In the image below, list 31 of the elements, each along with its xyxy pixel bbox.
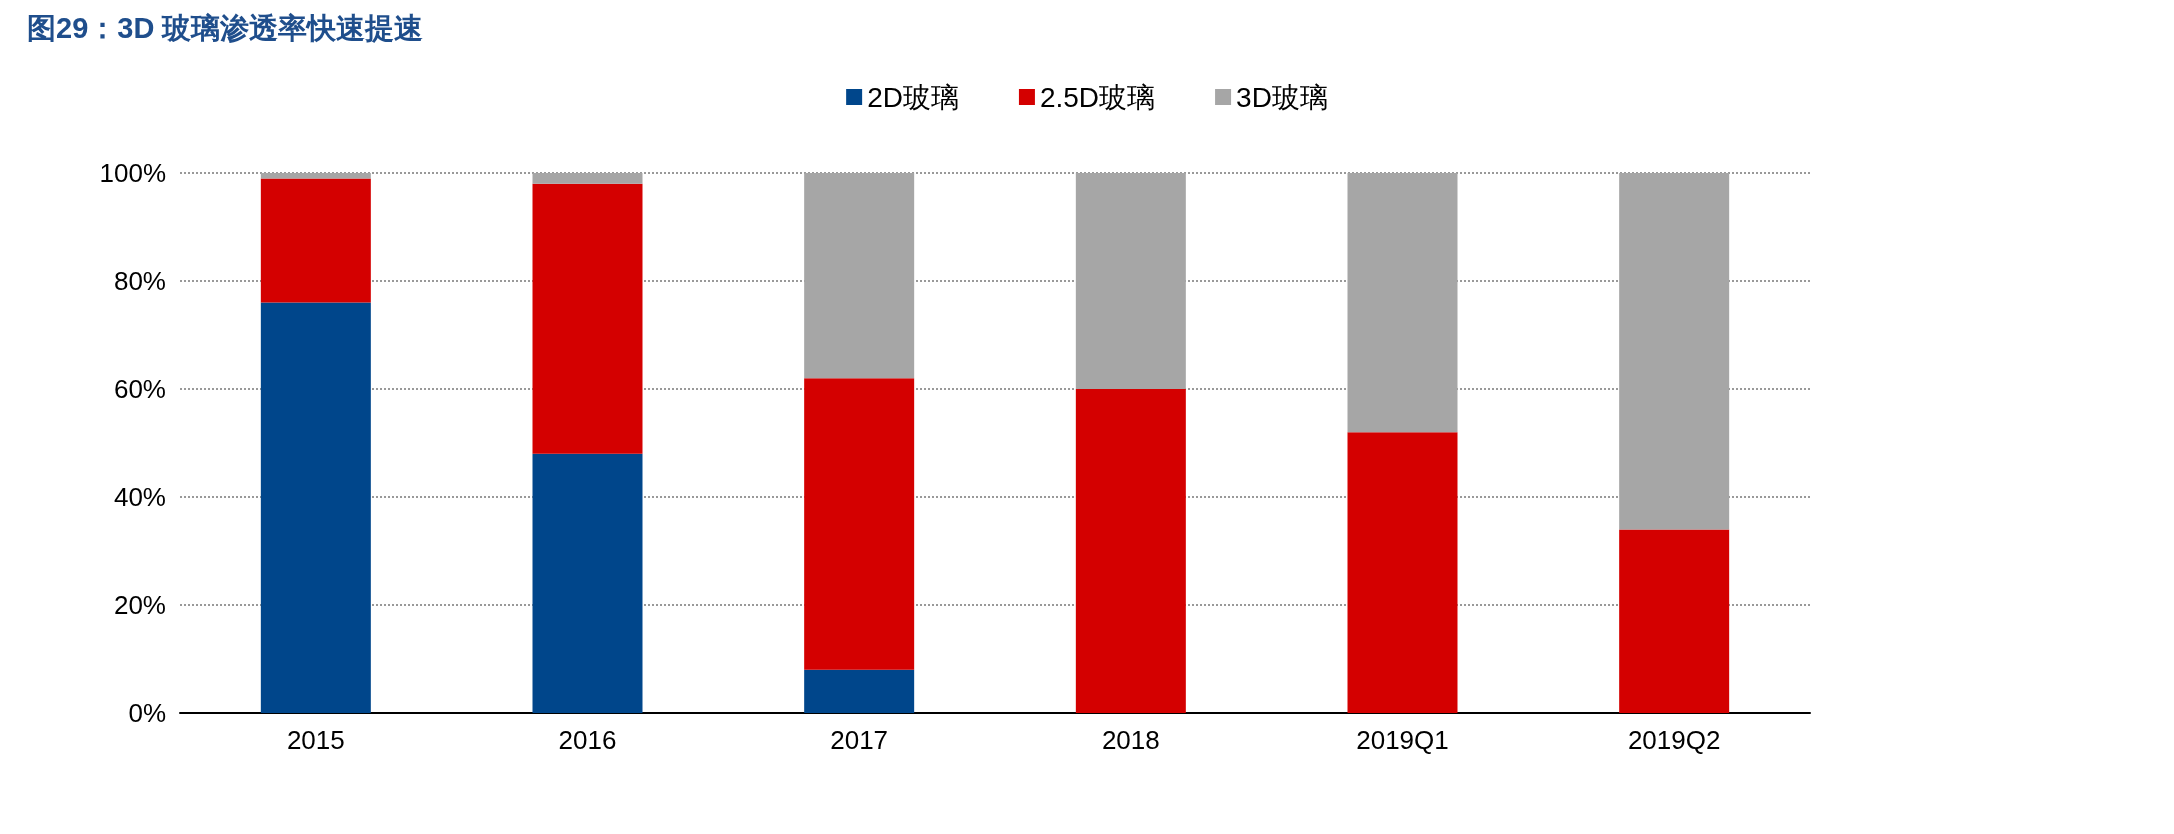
bar <box>1347 173 1458 433</box>
bar <box>532 173 643 184</box>
y-tick-label: 40% <box>113 482 166 512</box>
bar <box>1619 173 1730 530</box>
x-tick-label: 2018 <box>1101 725 1160 755</box>
legend-label: 2.5D玻璃 <box>1039 81 1156 113</box>
bar <box>1075 173 1186 389</box>
bar <box>1619 529 1730 713</box>
y-tick-label: 100% <box>99 158 166 188</box>
bar <box>260 178 371 303</box>
y-tick-label: 80% <box>113 266 166 296</box>
chart-title: 图29：3D 玻璃渗透率快速提速 <box>27 11 424 44</box>
bar <box>804 669 915 713</box>
x-tick-label: 2016 <box>558 725 617 755</box>
y-tick-label: 0% <box>128 698 166 728</box>
x-tick-label: 2019Q2 <box>1627 725 1721 755</box>
bar <box>804 173 915 379</box>
bar <box>804 378 915 670</box>
x-tick-label: 2015 <box>286 725 345 755</box>
y-tick-label: 20% <box>113 590 166 620</box>
x-tick-label: 2019Q1 <box>1356 725 1449 755</box>
y-tick-label: 60% <box>113 374 166 404</box>
bar <box>532 183 643 454</box>
bar <box>260 173 371 179</box>
bar <box>260 302 371 713</box>
legend-label: 2D玻璃 <box>867 81 959 113</box>
bar <box>1075 389 1186 713</box>
bar <box>532 453 643 713</box>
legend-label: 3D玻璃 <box>1236 81 1328 113</box>
bar <box>1347 432 1458 713</box>
x-tick-label: 2017 <box>830 725 889 755</box>
